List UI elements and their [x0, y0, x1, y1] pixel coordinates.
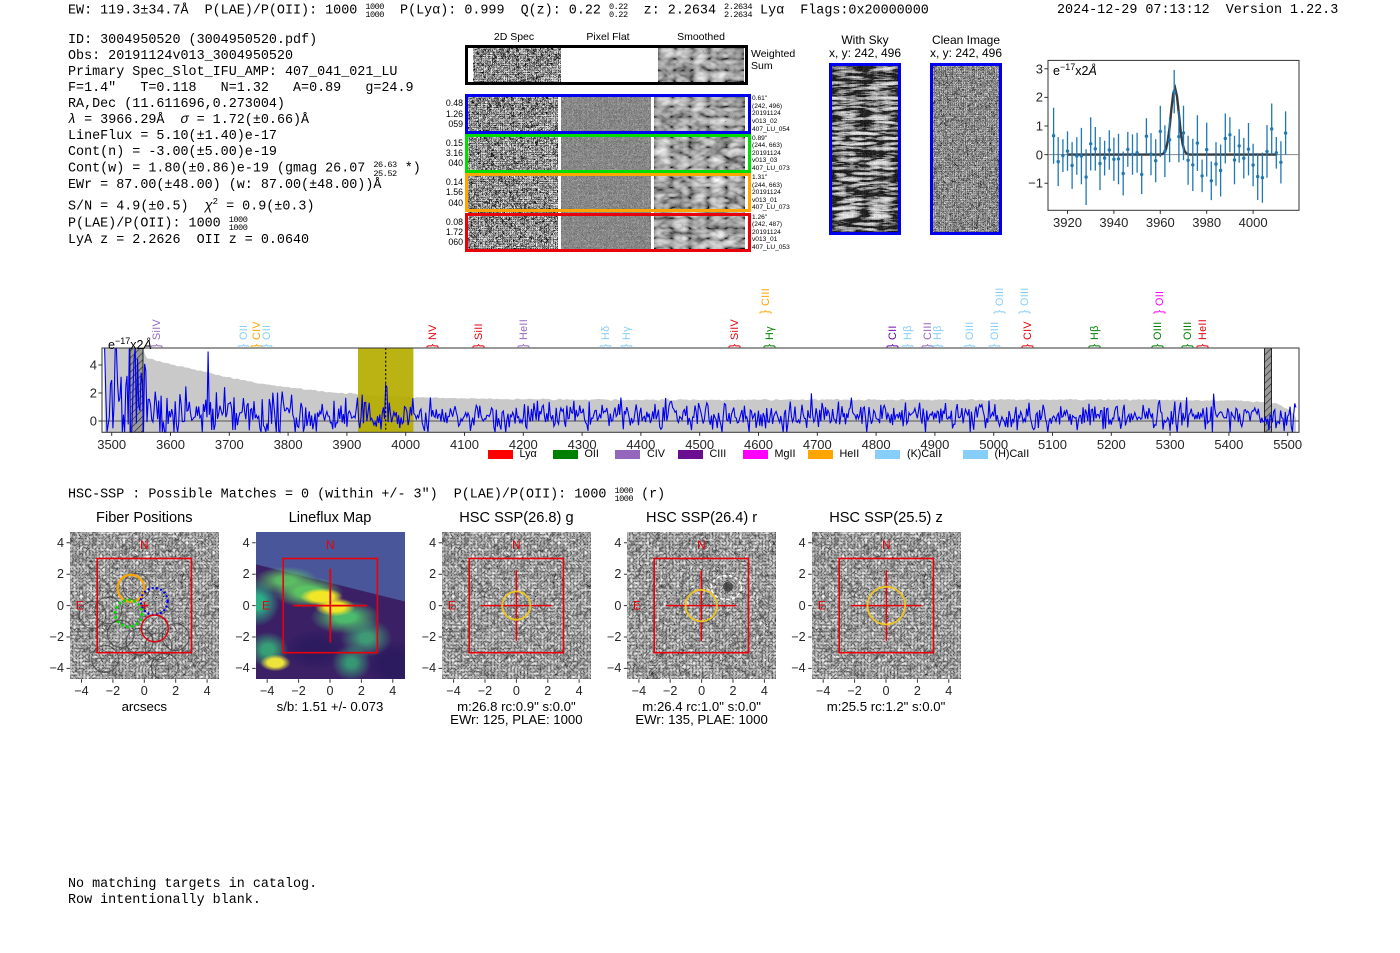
- svg-text:N: N: [140, 538, 149, 552]
- svg-text:E: E: [262, 599, 270, 613]
- svg-text:N: N: [882, 538, 891, 552]
- svg-text:E: E: [448, 599, 456, 613]
- svg-text:E: E: [818, 599, 826, 613]
- svg-text:N: N: [326, 538, 335, 552]
- svg-text:N: N: [697, 538, 706, 552]
- svg-text:N: N: [512, 538, 521, 552]
- svg-text:E: E: [76, 599, 84, 613]
- svg-text:E: E: [633, 599, 641, 613]
